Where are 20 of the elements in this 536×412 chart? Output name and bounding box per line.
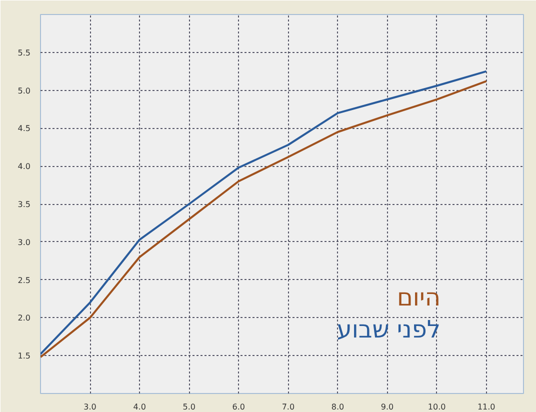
text: היום <box>396 284 441 312</box>
x-tick-label: 11.0 <box>477 402 496 412</box>
x-tick-label: 8.0 <box>331 402 344 412</box>
x-tick-label: 4.0 <box>133 402 146 412</box>
y-tick-label: 2.0 <box>18 314 31 323</box>
x-tick-label: 7.0 <box>282 402 295 412</box>
y-tick-label: 4.5 <box>18 124 31 134</box>
y-tick-label: 5.0 <box>18 86 31 96</box>
y-tick-label: 5.5 <box>18 48 31 58</box>
y-tick-label: 1.5 <box>18 352 31 361</box>
text: לפני שבוע <box>336 316 441 344</box>
x-tick-label: 5.0 <box>182 402 196 412</box>
x-tick-label: 6.0 <box>232 402 246 412</box>
x-tick-label: 10.0 <box>428 402 446 412</box>
y-tick-label: 3.0 <box>18 238 31 247</box>
y-tick-label: 4.0 <box>18 162 31 172</box>
x-tick-label: 9.0 <box>380 402 394 412</box>
y-tick-label: 2.5 <box>18 276 31 285</box>
x-tick-label: 3.0 <box>84 402 96 412</box>
y-tick-label: 3.5 <box>18 200 31 209</box>
